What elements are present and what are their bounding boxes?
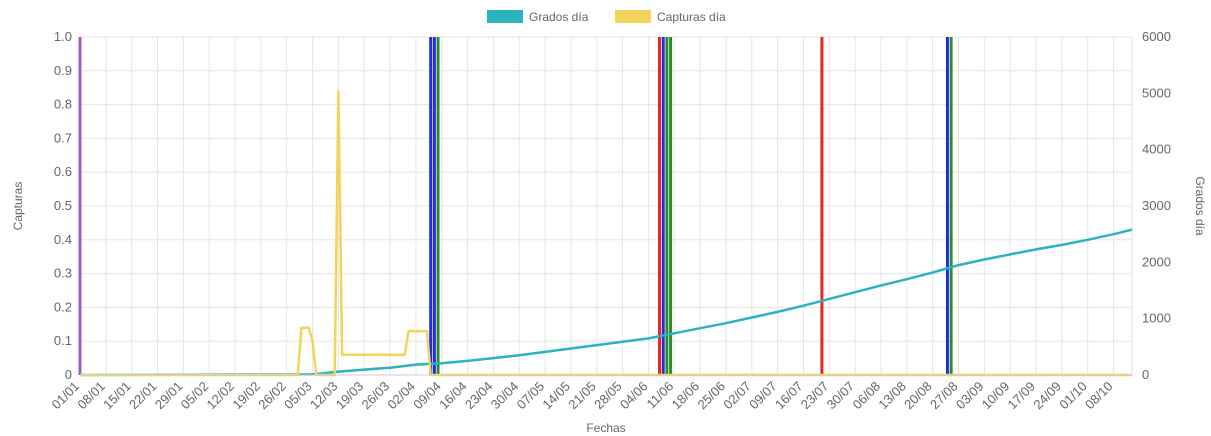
x-tick-label: 01/10 bbox=[1056, 379, 1090, 413]
y-right-tick-label: 1000 bbox=[1142, 311, 1171, 326]
x-tick-label: 16/04 bbox=[436, 379, 470, 413]
legend[interactable]: Grados día Capturas día bbox=[487, 10, 726, 24]
x-tick-label: 04/06 bbox=[617, 379, 651, 413]
y-right-tick-label: 6000 bbox=[1142, 29, 1171, 44]
vertical-markers bbox=[78, 37, 953, 375]
x-tick-label: 23/04 bbox=[462, 379, 496, 413]
x-tick-label: 15/01 bbox=[100, 379, 134, 413]
x-tick-label: 30/04 bbox=[488, 379, 522, 413]
x-tick-label: 20/08 bbox=[901, 379, 935, 413]
y-left-tick-label: 0.4 bbox=[54, 232, 72, 247]
legend-swatch[interactable] bbox=[615, 10, 651, 23]
x-tick-label: 13/08 bbox=[875, 379, 909, 413]
legend-swatch[interactable] bbox=[487, 10, 523, 23]
grid bbox=[79, 36, 1133, 376]
y-left-tick-label: 0.7 bbox=[54, 130, 72, 145]
x-tick-label: 05/03 bbox=[281, 379, 315, 413]
y-left-tick-label: 0.8 bbox=[54, 97, 72, 112]
y-left-tick-label: 1.0 bbox=[54, 29, 72, 44]
x-tick-label: 18/06 bbox=[669, 379, 703, 413]
x-tick-label: 02/04 bbox=[384, 379, 418, 413]
y-left-tick-label: 0.1 bbox=[54, 333, 72, 348]
x-tick-label: 28/05 bbox=[591, 379, 625, 413]
y-left-tick-label: 0 bbox=[65, 367, 72, 382]
y-left-axis-title: Capturas bbox=[11, 182, 25, 231]
series-line-grados-dia bbox=[79, 228, 1133, 377]
x-tick-label: 02/07 bbox=[720, 379, 754, 413]
y-right-tick-label: 0 bbox=[1142, 367, 1149, 382]
x-tick-label: 08/01 bbox=[74, 379, 108, 413]
y-left-tick-label: 0.6 bbox=[54, 164, 72, 179]
x-tick-label: 21/05 bbox=[565, 379, 599, 413]
y-right-tick-label: 3000 bbox=[1142, 198, 1171, 213]
x-tick-label: 09/04 bbox=[410, 379, 444, 413]
x-tick-label: 19/02 bbox=[229, 379, 263, 413]
x-tick-label: 25/06 bbox=[694, 379, 728, 413]
series-layer bbox=[79, 89, 1133, 377]
y-right-axis-title: Grados día bbox=[1193, 176, 1207, 236]
x-tick-label: 17/09 bbox=[1005, 379, 1039, 413]
x-axis-title: Fechas bbox=[586, 421, 625, 435]
x-tick-label: 19/03 bbox=[333, 379, 367, 413]
x-tick-label: 16/07 bbox=[772, 379, 806, 413]
x-tick-label: 12/03 bbox=[307, 379, 341, 413]
series-line-capturas-dia bbox=[80, 89, 1132, 377]
x-tick-label: 26/03 bbox=[359, 379, 393, 413]
x-tick-label: 12/02 bbox=[204, 379, 238, 413]
x-tick-label: 22/01 bbox=[126, 379, 160, 413]
y-left-tick-label: 0.2 bbox=[54, 299, 72, 314]
x-tick-label: 27/08 bbox=[927, 379, 961, 413]
y-left-tick-label: 0.5 bbox=[54, 198, 72, 213]
y-right-tick-label: 5000 bbox=[1142, 85, 1171, 100]
x-tick-label: 30/07 bbox=[824, 379, 858, 413]
legend-label[interactable]: Capturas día bbox=[657, 10, 726, 24]
legend-label[interactable]: Grados día bbox=[529, 10, 589, 24]
x-tick-label: 09/07 bbox=[746, 379, 780, 413]
x-tick-label: 03/09 bbox=[953, 379, 987, 413]
x-tick-label: 24/09 bbox=[1030, 379, 1064, 413]
x-tick-label: 23/07 bbox=[798, 379, 832, 413]
x-tick-label: 01/01 bbox=[49, 379, 83, 413]
y-right-tick-label: 4000 bbox=[1142, 142, 1171, 157]
x-tick-label: 08/10 bbox=[1082, 379, 1116, 413]
y-right-tick-label: 2000 bbox=[1142, 254, 1171, 269]
x-tick-label: 14/05 bbox=[539, 379, 573, 413]
x-tick-label: 26/02 bbox=[255, 379, 289, 413]
x-tick-label: 29/01 bbox=[152, 379, 186, 413]
x-tick-label: 10/09 bbox=[979, 379, 1013, 413]
y-left-tick-label: 0.3 bbox=[54, 266, 72, 281]
x-tick-label: 05/02 bbox=[178, 379, 212, 413]
x-tick-label: 06/08 bbox=[849, 379, 883, 413]
x-tick-label: 07/05 bbox=[514, 379, 548, 413]
x-tick-label: 11/06 bbox=[643, 379, 676, 412]
y-left-tick-label: 0.9 bbox=[54, 63, 72, 78]
